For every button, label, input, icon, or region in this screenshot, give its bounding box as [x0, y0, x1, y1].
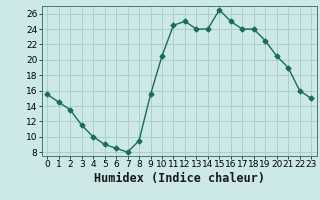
X-axis label: Humidex (Indice chaleur): Humidex (Indice chaleur): [94, 172, 265, 185]
